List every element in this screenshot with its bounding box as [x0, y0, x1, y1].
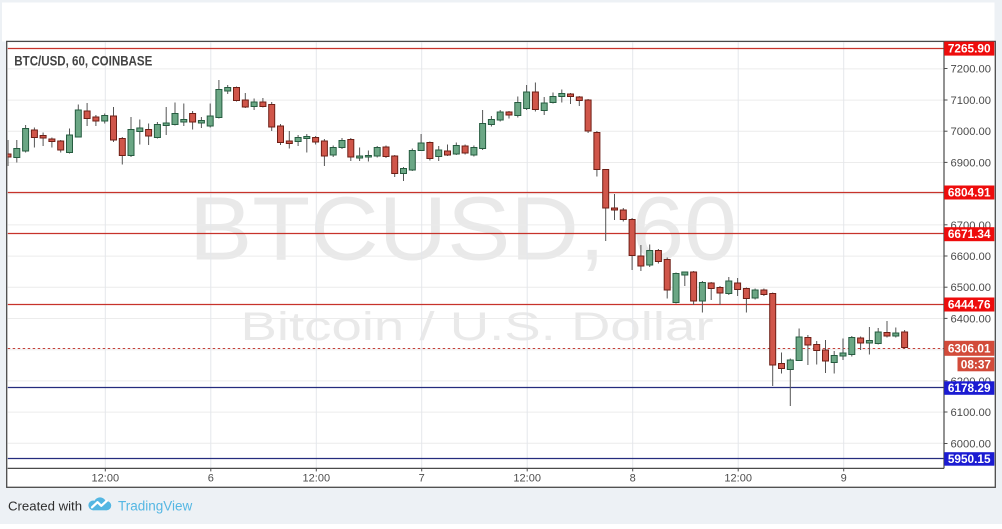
- svg-text:5950.15: 5950.15: [948, 452, 991, 466]
- svg-text:6900.00: 6900.00: [951, 157, 991, 169]
- svg-text:12:00: 12:00: [303, 472, 331, 484]
- svg-text:6000.00: 6000.00: [951, 439, 991, 451]
- svg-text:12:00: 12:00: [513, 472, 541, 484]
- svg-text:Created with: Created with: [8, 499, 82, 514]
- svg-text:7000.00: 7000.00: [951, 126, 991, 138]
- svg-text:08:37: 08:37: [961, 357, 992, 371]
- svg-text:7: 7: [419, 472, 425, 484]
- svg-text:12:00: 12:00: [92, 472, 120, 484]
- svg-text:6600.00: 6600.00: [951, 251, 991, 263]
- svg-text:6100.00: 6100.00: [951, 407, 991, 419]
- svg-text:7265.90: 7265.90: [948, 42, 991, 56]
- svg-text:BTCUSD, 60: BTCUSD, 60: [189, 180, 737, 280]
- svg-text:7200.00: 7200.00: [951, 64, 991, 76]
- svg-text:6400.00: 6400.00: [951, 313, 991, 325]
- svg-text:6306.01: 6306.01: [948, 341, 991, 355]
- svg-text:BTC/USD, 60, COINBASE: BTC/USD, 60, COINBASE: [14, 53, 152, 69]
- svg-text:6178.29: 6178.29: [948, 381, 991, 395]
- svg-text:TradingView: TradingView: [118, 499, 193, 514]
- svg-text:6671.34: 6671.34: [948, 227, 991, 241]
- svg-text:7100.00: 7100.00: [951, 95, 991, 107]
- svg-text:6804.91: 6804.91: [948, 186, 991, 200]
- svg-text:6: 6: [208, 472, 214, 484]
- svg-text:8: 8: [630, 472, 636, 484]
- svg-text:9: 9: [841, 472, 847, 484]
- svg-text:Bitcoin / U.S. Dollar: Bitcoin / U.S. Dollar: [241, 305, 714, 349]
- svg-text:6500.00: 6500.00: [951, 282, 991, 294]
- svg-text:6444.76: 6444.76: [948, 298, 991, 312]
- svg-text:12:00: 12:00: [724, 472, 752, 484]
